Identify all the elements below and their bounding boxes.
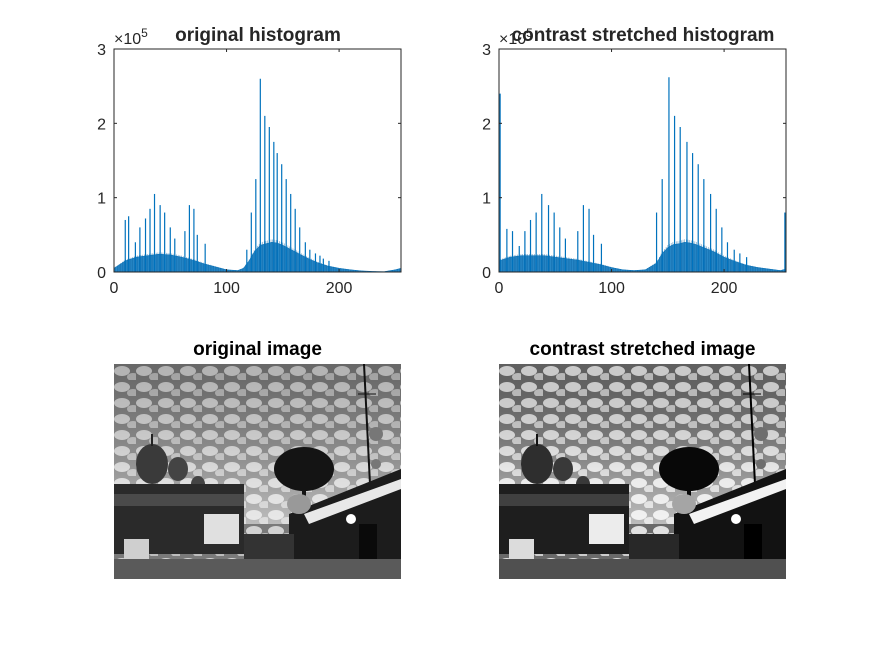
y-tick-label: 2: [482, 116, 491, 133]
axes-box: [113, 48, 402, 273]
scene-photo: [499, 364, 786, 579]
axes-box: [498, 48, 787, 273]
original-image: [114, 364, 401, 579]
chart-title: original histogram: [175, 25, 341, 46]
x-tick-label: 200: [711, 280, 738, 297]
plot-area: 0 100 200 0 1 2 3: [482, 42, 787, 297]
y-tick-label: 3: [482, 42, 491, 59]
y-exponent-label: ×105: [499, 26, 533, 48]
original-image-title: original image: [193, 339, 322, 360]
contrast-stretched-histogram-chart: ×105 contrast stretched histogram 0 100 20…: [482, 25, 787, 297]
plot-area: 0 100 200 0 1 2 3: [97, 42, 402, 297]
contrast-stretched-image-title: contrast stretched image: [529, 339, 756, 360]
original-histogram-chart: original histogram ×105 0 100 200 0 1 2 3: [97, 25, 402, 297]
y-tick-label: 2: [97, 116, 106, 133]
x-tick-label: 0: [110, 280, 119, 297]
y-tick-label: 3: [97, 42, 106, 59]
x-tick-label: 100: [213, 280, 240, 297]
y-tick-label: 0: [97, 265, 106, 282]
y-tick-label: 0: [482, 265, 491, 282]
contrast-stretched-image: [499, 364, 786, 579]
x-tick-label: 0: [495, 280, 504, 297]
chart-title: contrast stretched histogram: [512, 25, 775, 46]
y-tick-label: 1: [97, 191, 106, 208]
y-tick-label: 1: [482, 191, 491, 208]
x-tick-label: 200: [326, 280, 353, 297]
scene-photo: [114, 364, 401, 579]
x-tick-label: 100: [598, 280, 625, 297]
y-exponent-label: ×105: [114, 26, 148, 48]
